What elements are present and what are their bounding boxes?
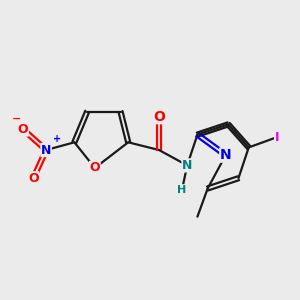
- Text: O: O: [28, 172, 39, 185]
- Text: N: N: [220, 148, 232, 162]
- Text: O: O: [18, 123, 28, 136]
- Text: N: N: [41, 143, 51, 157]
- Text: O: O: [153, 110, 165, 124]
- Text: H: H: [177, 185, 187, 195]
- Text: N: N: [182, 159, 192, 172]
- Text: O: O: [90, 161, 100, 174]
- Text: +: +: [53, 134, 62, 144]
- Text: I: I: [275, 131, 279, 144]
- Text: −: −: [11, 114, 21, 124]
